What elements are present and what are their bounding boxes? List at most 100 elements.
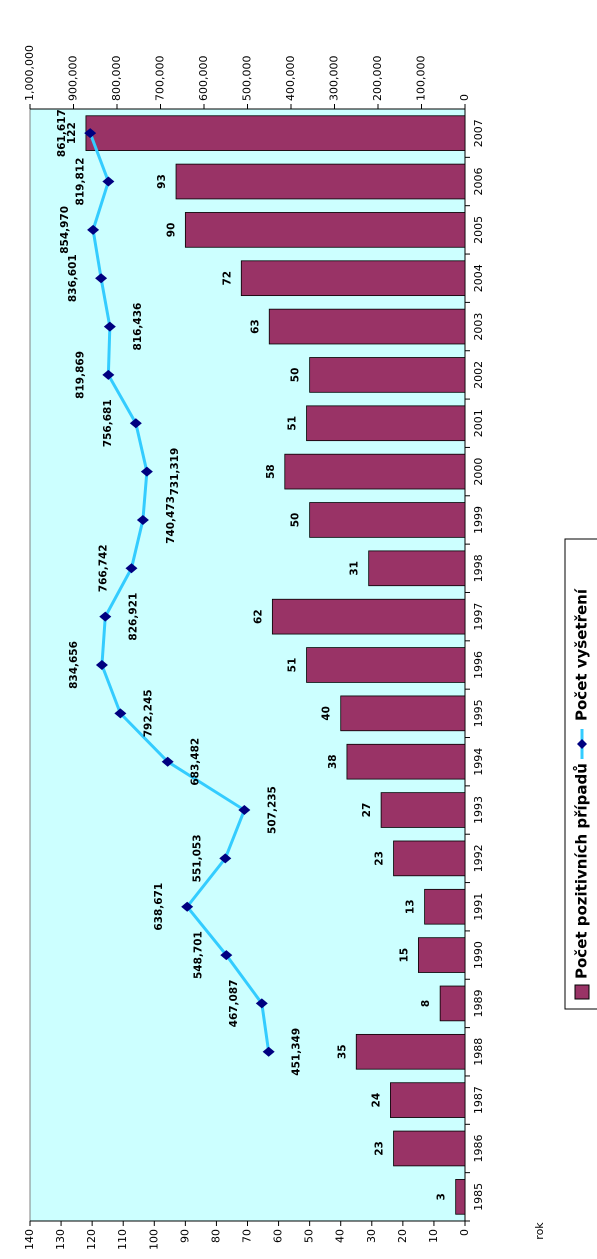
bar <box>424 888 466 925</box>
bar-label: 58 <box>265 464 277 479</box>
y-tick-label: 70 <box>241 1229 254 1243</box>
line-label: 507,235 <box>266 786 278 834</box>
x-tick-label: 1993 <box>472 796 485 824</box>
x-tick-label: 1994 <box>472 748 485 776</box>
bar-label: 50 <box>290 513 302 528</box>
marker <box>136 514 149 525</box>
bar-label: 3 <box>436 1193 448 1200</box>
line-label: 854,970 <box>59 206 71 254</box>
bar-label: 15 <box>398 948 410 963</box>
x-tick-label: 1986 <box>472 1134 485 1162</box>
x-tick-label: 1997 <box>472 603 485 631</box>
marker <box>99 611 112 622</box>
x-tick-label: 1995 <box>472 699 485 727</box>
y-tick-label: 140 <box>23 1229 36 1250</box>
x-tick-label: 2000 <box>472 458 485 486</box>
y-tick-label: 60 <box>272 1229 285 1243</box>
bar <box>346 743 466 780</box>
legend-label: Počet pozitivních případů <box>573 763 591 979</box>
y-tick-label: 120 <box>85 1229 98 1250</box>
bar <box>85 115 466 151</box>
bar <box>268 308 466 345</box>
bar-label: 8 <box>420 1000 432 1007</box>
x-tick-label: 2004 <box>472 264 485 292</box>
y2-tick-label: 900,000 <box>67 56 80 102</box>
x-tick-label: 1996 <box>472 651 485 679</box>
marker <box>114 708 127 719</box>
x-tick-label: 1985 <box>472 1183 485 1211</box>
x-tick-label: 1991 <box>472 893 485 921</box>
marker <box>125 563 138 574</box>
bar-label: 63 <box>249 319 261 334</box>
x-tick-label: 2003 <box>472 313 485 341</box>
bar-label: 23 <box>374 1141 386 1156</box>
marker <box>262 1046 275 1057</box>
marker <box>103 321 116 332</box>
bar <box>340 695 466 732</box>
bar-label: 40 <box>321 706 333 721</box>
line-label: 816,436 <box>132 303 144 351</box>
x-tick-label: 1989 <box>472 989 485 1017</box>
x-tick-label: 1990 <box>472 941 485 969</box>
marker <box>181 901 194 912</box>
x-tick-label: 1999 <box>472 506 485 534</box>
line-label: 551,053 <box>191 834 203 882</box>
marker <box>238 805 251 816</box>
y-tick-label: 20 <box>396 1229 409 1243</box>
bar <box>175 163 466 200</box>
line-label: 683,482 <box>190 738 202 786</box>
legend-swatch <box>574 984 590 1000</box>
bar-label: 38 <box>327 754 339 769</box>
marker <box>140 466 153 477</box>
y2-tick-label: 200,000 <box>371 56 384 102</box>
y2-tick-label: 100,000 <box>415 56 428 102</box>
y-tick-label: 80 <box>209 1229 222 1243</box>
bar <box>240 260 466 297</box>
bar <box>455 1179 466 1215</box>
bar <box>439 985 466 1022</box>
bar <box>309 357 466 393</box>
bar-label: 72 <box>221 271 233 286</box>
y-tick-label: 90 <box>178 1229 191 1243</box>
y-tick-label: 100 <box>147 1229 160 1250</box>
line-label: 467,087 <box>228 980 240 1028</box>
bar-label: 51 <box>287 658 299 673</box>
x-tick-label: 2007 <box>472 119 485 147</box>
marker <box>95 273 108 284</box>
bar <box>380 792 466 828</box>
bar <box>393 840 466 877</box>
marker <box>219 853 232 864</box>
line-label: 638,671 <box>153 883 165 931</box>
x-tick-label: 2001 <box>472 409 485 437</box>
bar-label: 62 <box>252 609 264 624</box>
marker <box>87 224 100 235</box>
y2-tick-label: 1,000,000 <box>23 45 36 101</box>
y-tick-label: 30 <box>365 1229 378 1243</box>
y2-tick-label: 300,000 <box>328 56 341 102</box>
line-label: 861,617 <box>56 109 68 157</box>
bar <box>306 405 466 442</box>
y-tick-label: 110 <box>116 1229 129 1250</box>
y-tick-label: 10 <box>427 1229 440 1243</box>
marker <box>161 756 174 767</box>
legend-marker <box>577 739 587 749</box>
bar-label: 23 <box>374 851 386 866</box>
x-tick-label: 2002 <box>472 361 485 389</box>
marker <box>255 998 268 1009</box>
bar-label: 122 <box>66 122 78 144</box>
y-tick-label: 40 <box>334 1229 347 1243</box>
y2-tick-label: 0 <box>458 94 471 101</box>
line-label: 756,681 <box>102 399 114 447</box>
bar-label: 50 <box>290 368 302 383</box>
marker <box>84 128 97 139</box>
rotated-chart: 0 10 20 30 40 50 60 70 80 90 100 110 120 130 140 0 100,0… <box>23 45 597 1250</box>
line-label: 731,319 <box>169 448 181 496</box>
bar-label: 13 <box>405 899 417 914</box>
line-label: 792,245 <box>142 689 154 737</box>
line-label: 766,742 <box>97 544 109 592</box>
bar-label: 27 <box>361 803 373 818</box>
bar <box>306 647 466 683</box>
x-tick-label: 2005 <box>472 216 485 244</box>
y2-tick-label: 500,000 <box>241 56 254 102</box>
